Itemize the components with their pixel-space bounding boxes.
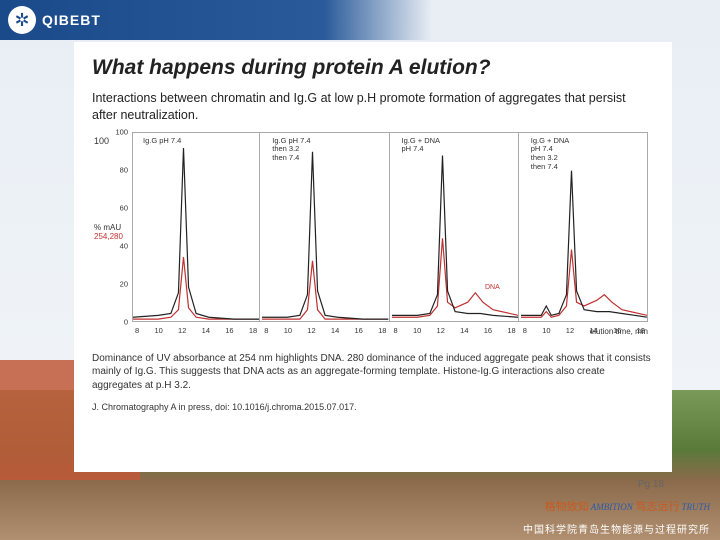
chart-caption: Dominance of UV absorbance at 254 nm hig… bbox=[92, 352, 654, 393]
chromatogram-curves bbox=[262, 133, 388, 321]
chart-panel: Ig.G pH 7.4 then 3.2 then 7.481012141618 bbox=[262, 133, 389, 321]
slide-subtitle: Interactions between chromatin and Ig.G … bbox=[92, 90, 654, 124]
chart-panel: Ig.G + DNA pH 7.4 then 3.2 then 7.481012… bbox=[521, 133, 647, 321]
y-ticks: 020406080100 bbox=[112, 132, 130, 322]
chart-panel: Ig.G pH 7.481012141618 bbox=[133, 133, 260, 321]
footer-motto: 格物致知AMBITION 笃志远行TRUTH bbox=[545, 498, 710, 514]
x-axis-label: elution time, min bbox=[132, 327, 648, 336]
slide-title: What happens during protein A elution? bbox=[92, 56, 654, 80]
chromatogram-curves bbox=[392, 133, 518, 321]
footer-bar: 格物致知AMBITION 笃志远行TRUTH 中国科学院青岛生物能源与过程研究所 bbox=[0, 500, 720, 540]
header-bar: ✲ QIBEBT bbox=[0, 0, 720, 40]
slide-content: What happens during protein A elution? I… bbox=[74, 42, 672, 472]
citation: J. Chromatography A in press, doi: 10.10… bbox=[92, 402, 654, 412]
chart-panels: Ig.G pH 7.481012141618Ig.G pH 7.4 then 3… bbox=[132, 132, 648, 322]
chromatogram-curves bbox=[133, 133, 259, 321]
chromatogram-curves bbox=[521, 133, 647, 321]
footer-org: 中国科学院青岛生物能源与过程研究所 bbox=[523, 521, 710, 536]
y-top-label: 100 bbox=[94, 136, 109, 146]
qibebt-logo-icon: ✲ bbox=[8, 6, 36, 34]
chromatogram-chart: 100 % mAU 254,280 020406080100 Ig.G pH 7… bbox=[92, 132, 654, 342]
page-number: Pg 18 bbox=[638, 479, 664, 490]
chart-panel: Ig.G + DNA pH 7.4DNA81012141618 bbox=[392, 133, 519, 321]
header-logo-text: QIBEBT bbox=[42, 12, 101, 28]
